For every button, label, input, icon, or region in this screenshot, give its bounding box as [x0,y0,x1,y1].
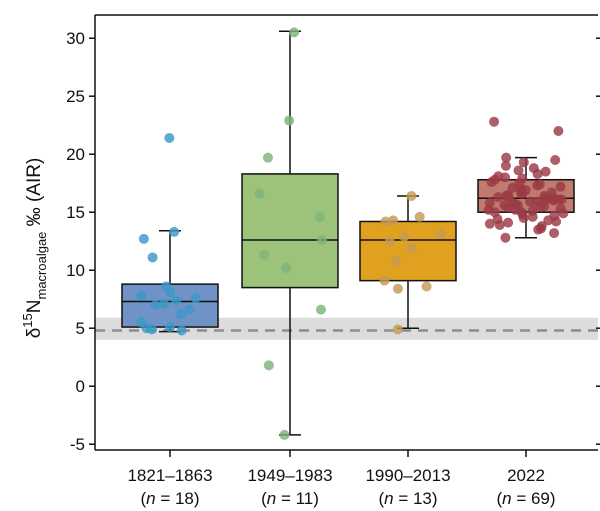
x-category-label: 1990–2013 [365,466,450,485]
data-point [190,293,201,304]
data-point [406,190,417,201]
data-point [284,115,295,126]
data-point [388,215,399,226]
data-point [165,287,176,298]
data-point [518,157,529,168]
data-point [136,290,147,301]
data-point [384,236,395,247]
data-point [500,172,511,183]
data-point [518,213,529,223]
data-point [486,177,497,188]
data-point [379,275,390,286]
data-point [532,168,543,179]
data-point [138,233,149,244]
data-point [150,300,161,310]
x-category-sample-size: (n = 18) [140,489,199,508]
data-point [421,281,432,292]
data-point [175,309,186,320]
data-point [171,295,182,306]
data-point [494,219,505,230]
data-point [489,116,500,127]
data-point [164,132,175,143]
data-point [289,27,300,38]
y-tick-label: 25 [66,87,85,106]
axis-layer [89,14,600,457]
data-point [553,126,564,136]
data-point [259,250,270,261]
x-category-label: 1949–1983 [247,466,332,485]
label-layer: -5 0 5 10 15 20 25 30 1821–1863 (n = 18) 1949–1983… [66,29,555,508]
reference-band [95,317,598,340]
data-point [141,323,152,334]
x-category-sample-size: (n = 69) [496,489,555,508]
y-axis-title: δ15Nmacroalgae ‰ (AIR) [20,158,49,339]
data-point [281,262,292,273]
data-point-layer [136,27,569,440]
data-point [525,196,536,207]
data-point [263,360,274,371]
y-tick-label: -5 [70,435,85,454]
data-point [532,180,543,191]
data-point [513,165,524,176]
data-point [147,252,158,263]
data-point [262,152,273,163]
data-point [158,298,169,309]
data-point [254,188,265,199]
data-point [169,226,180,237]
data-point [484,218,495,229]
x-category-sample-size: (n = 13) [378,489,437,508]
data-point [543,215,554,226]
data-point [500,160,511,171]
data-point [436,229,447,240]
data-point [493,192,504,203]
data-point [406,243,417,254]
data-point [539,201,550,212]
data-point [551,216,562,227]
y-tick-label: 0 [76,377,85,396]
data-point [516,188,527,199]
data-point [380,216,391,227]
y-tick-label: 30 [66,29,85,48]
data-point [392,324,403,335]
data-point [164,322,175,333]
data-point [558,208,569,219]
data-point [279,429,290,440]
x-category-sample-size: (n = 11) [261,489,319,508]
data-point [176,325,187,336]
x-category-label: 2022 [507,466,545,485]
data-point [501,152,512,163]
data-point [414,211,425,222]
data-point [315,304,326,315]
data-point [549,228,560,239]
y-tick-label: 10 [66,261,85,280]
data-point [555,181,566,192]
data-point [550,155,561,165]
data-point [527,211,538,222]
data-point [314,211,325,222]
data-point [540,166,551,177]
y-tick-label: 5 [76,319,85,338]
data-point [399,231,410,242]
data-point [548,195,559,206]
data-point [184,304,195,315]
data-point [391,255,402,266]
x-category-label: 1821–1863 [127,466,212,485]
data-point [533,224,544,235]
reference-band-layer [95,317,598,340]
y-tick-label: 20 [66,145,85,164]
data-point [503,217,514,228]
data-point [316,235,327,246]
data-point [500,232,511,243]
data-point [392,283,403,294]
y-tick-label: 15 [66,203,85,222]
